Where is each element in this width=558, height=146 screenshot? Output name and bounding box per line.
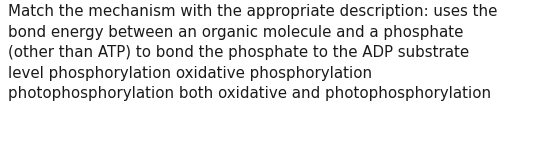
Text: Match the mechanism with the appropriate description: uses the
bond energy betwe: Match the mechanism with the appropriate…	[8, 4, 497, 101]
